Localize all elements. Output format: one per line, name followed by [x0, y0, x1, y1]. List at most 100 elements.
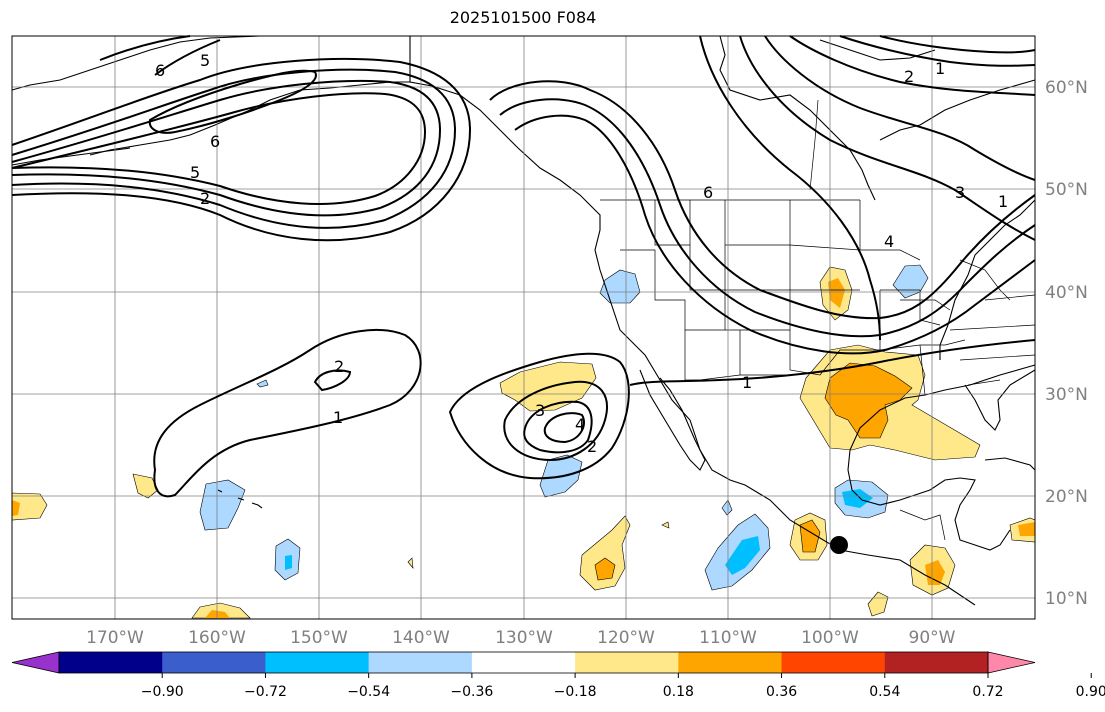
map-panel[interactable]: 5 6 6 5 2 2 1 3 4 2 1 6 4 3 1 2 1 — [11, 35, 1036, 620]
shade-negative-strong — [842, 489, 873, 508]
graticule — [12, 36, 1035, 619]
lat-label: 20°N — [1045, 487, 1088, 507]
coastline-north-america-west — [409, 36, 976, 606]
shade-positive-strong — [828, 278, 845, 308]
colorbar-ticks: −0.90 −0.72 −0.54 −0.36 −0.18 0.18 0.36 0.54 0.7… — [141, 673, 1105, 700]
coastline-hudson — [719, 35, 1036, 201]
latitude-labels: 60°N 50°N 40°N 30°N 20°N 10°N — [1045, 78, 1088, 609]
colorbar-segment — [884, 652, 989, 673]
colorbar-segment — [162, 652, 266, 673]
contour-line — [11, 58, 472, 242]
coastline-east — [939, 199, 1036, 360]
colorbar-segment — [265, 652, 370, 673]
contour-label: 6 — [703, 183, 713, 202]
colorbar-segment — [368, 652, 473, 673]
lat-label: 30°N — [1045, 385, 1088, 405]
colorbar-extend-high — [987, 651, 1036, 674]
contour-line — [739, 35, 1036, 241]
colorbar-segment — [471, 652, 576, 673]
colorbar-tick-label: 0.36 — [766, 684, 797, 700]
contour-line — [99, 35, 221, 76]
shade-negative — [199, 479, 246, 531]
map-background — [12, 36, 1035, 619]
contour-line — [148, 69, 317, 134]
contour-labels: 5 6 6 5 2 2 1 3 4 2 1 6 4 3 1 2 1 — [155, 51, 1008, 456]
map-title: 2025101500 F084 — [449, 8, 597, 27]
contour-label: 1 — [742, 373, 752, 392]
contour-line — [764, 35, 1036, 181]
colorbar-segment — [59, 652, 163, 673]
shade-negative-strong — [285, 555, 292, 570]
contour-line — [313, 369, 352, 392]
lat-label: 50°N — [1045, 180, 1088, 200]
map-frame — [11, 35, 1036, 620]
lon-label: 90°W — [909, 628, 956, 648]
colorbar-extend-low — [11, 651, 60, 674]
contour-line — [489, 80, 1036, 320]
colorbar-tick-label: −0.36 — [450, 684, 493, 700]
colorbar-frame — [58, 651, 989, 674]
shade-positive-strong — [594, 557, 616, 581]
shade-negative-strong — [725, 536, 760, 575]
colorbar: −0.90 −0.72 −0.54 −0.36 −0.18 0.18 0.36 0.54 0.7… — [11, 651, 1105, 700]
contour-line — [543, 412, 585, 444]
colorbar-segment — [575, 652, 679, 673]
contour-line — [514, 114, 1036, 355]
shade-positive-strong — [1018, 522, 1035, 536]
shade-negative — [599, 269, 641, 304]
longitude-labels: 170°W 160°W 150°W 140°W 130°W 120°W 110°… — [86, 628, 956, 648]
contour-line — [629, 339, 1036, 386]
contour-label: 3 — [955, 183, 965, 202]
contours — [11, 35, 1036, 498]
contour-label: 6 — [155, 61, 165, 80]
contour-label: 1 — [333, 408, 343, 427]
lat-label: 60°N — [1045, 78, 1088, 98]
contour-line — [11, 92, 427, 206]
shade-positive-strong — [799, 519, 821, 553]
contour-line — [789, 35, 1036, 96]
contour-line — [153, 329, 422, 498]
coastline-baja — [639, 369, 706, 471]
contour-line — [11, 79, 442, 217]
contour-label: 2 — [904, 67, 914, 86]
shade-positive-strong — [824, 362, 913, 439]
contour-line — [503, 380, 608, 462]
colorbar-tick-label: −0.72 — [244, 684, 287, 700]
shade-positive — [661, 521, 670, 529]
contour-line — [448, 352, 630, 480]
colorbar-tick-label: 0.54 — [869, 684, 900, 700]
lon-label: 170°W — [86, 628, 144, 648]
contour-label: 1 — [998, 192, 1008, 211]
shade-negative — [721, 499, 733, 516]
contour-label: 3 — [535, 401, 545, 420]
lon-label: 130°W — [495, 628, 553, 648]
contour-line — [879, 35, 1036, 54]
contour-line — [839, 35, 1036, 67]
colorbar-tick-label: −0.18 — [554, 684, 597, 700]
colorbar-tick-label: −0.54 — [347, 684, 390, 700]
location-marker — [830, 536, 848, 554]
colorbar-tick-label: 0.18 — [663, 684, 694, 700]
contour-line — [523, 400, 593, 454]
shade-positive-strong — [205, 610, 230, 618]
shade-positive — [191, 602, 251, 619]
shade-positive — [407, 557, 414, 569]
lon-label: 150°W — [290, 628, 348, 648]
lat-label: 10°N — [1045, 589, 1088, 609]
contour-label: 6 — [210, 132, 220, 151]
lon-label: 100°W — [801, 628, 859, 648]
contour-label: 2 — [334, 357, 344, 376]
lon-label: 120°W — [597, 628, 655, 648]
contour-line — [699, 35, 881, 341]
lat-label: 40°N — [1045, 283, 1088, 303]
coastline-hawaii — [217, 489, 263, 509]
contour-label: 5 — [200, 51, 210, 70]
contour-label: 2 — [587, 437, 597, 456]
shade-negative — [256, 379, 269, 388]
shade-positive — [579, 515, 631, 591]
lon-label: 110°W — [699, 628, 757, 648]
contour-line — [499, 98, 1036, 338]
colorbar-segment — [678, 652, 783, 673]
contour-label: 1 — [935, 59, 945, 78]
